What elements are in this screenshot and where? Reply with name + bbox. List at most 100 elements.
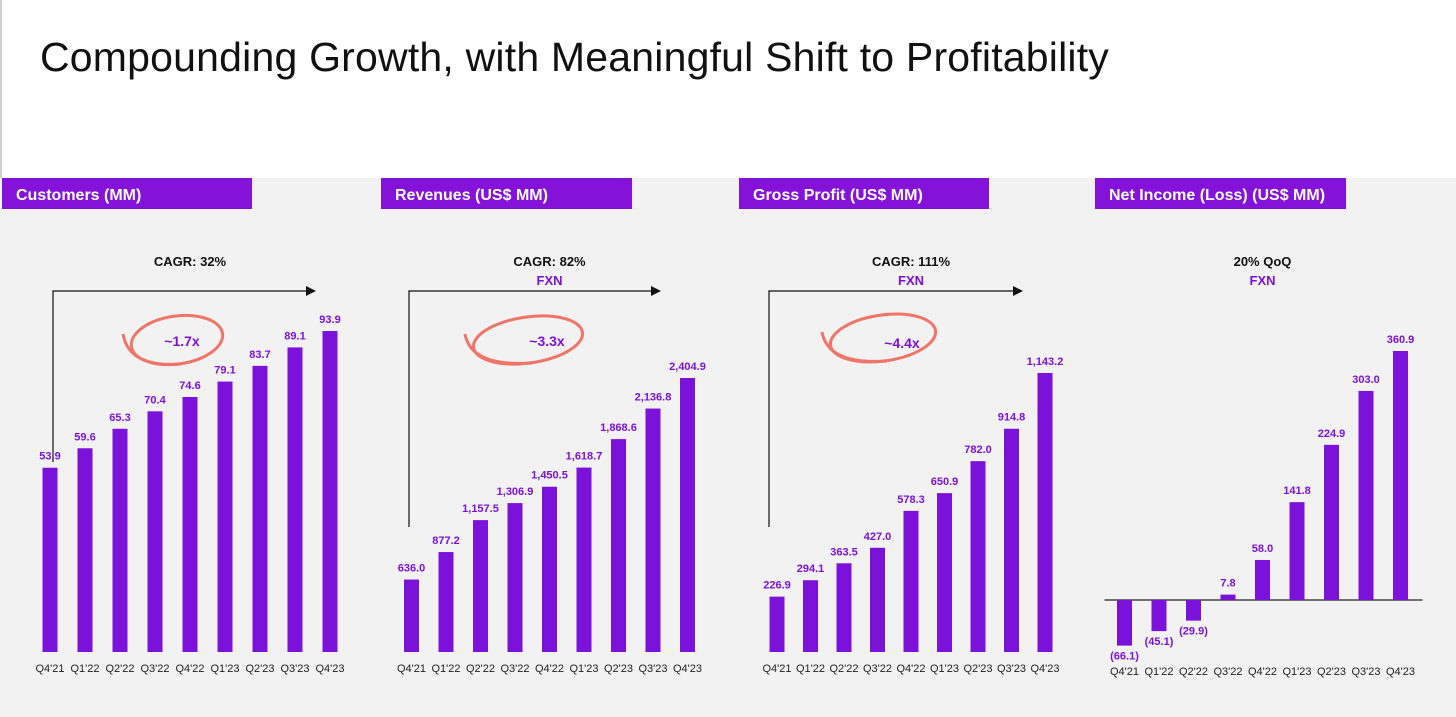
chart1-data-label: 59.6 <box>74 431 95 443</box>
charts-panel-background <box>0 178 1456 717</box>
chart3-category-label: Q1'22 <box>796 663 825 675</box>
chart2-bar <box>576 467 592 652</box>
chart1-category-label: Q3'23 <box>280 663 309 675</box>
chart1-growth-arrow-line <box>52 290 308 462</box>
chart4-bar <box>1220 594 1236 600</box>
chart4-data-label: 360.9 <box>1387 334 1415 346</box>
chart2-bar <box>645 408 661 652</box>
chart3-category-label: Q2'23 <box>963 663 992 675</box>
chart2-data-label: 877.2 <box>432 535 460 547</box>
chart2-growth-arrow-line <box>408 290 653 527</box>
chart2-callout-text: ~3.3x <box>529 333 565 349</box>
chart2-sub-annotation: FXN <box>537 273 563 288</box>
chart2-bar <box>611 439 626 652</box>
chart4-data-label: (29.9) <box>1179 626 1208 638</box>
chart1-data-label: 93.9 <box>319 314 340 326</box>
chart4-bar <box>1358 390 1374 600</box>
chart1-bar <box>42 467 58 652</box>
chart4-data-label: (66.1) <box>1110 651 1139 663</box>
chart4-bar <box>1117 600 1132 646</box>
chart4-data-label: 303.0 <box>1352 374 1380 386</box>
chart4-category-label: Q4'22 <box>1248 666 1277 678</box>
chart3-sub-annotation: FXN <box>898 273 924 288</box>
chart3-data-label: 782.0 <box>964 444 992 456</box>
chart4-bar <box>1186 600 1201 621</box>
chart4-header <box>1095 178 1346 209</box>
chart2-growth-arrow-head <box>651 286 661 296</box>
chart4-bar <box>1289 502 1305 600</box>
chart3-growth-arrow-head <box>1013 286 1023 296</box>
chart3-data-label: 427.0 <box>864 531 892 543</box>
chart1-title: Customers (MM) <box>16 187 141 204</box>
chart1-bar <box>217 381 233 652</box>
chart3-category-label: Q1'23 <box>930 663 959 675</box>
chart4-data-label: (45.1) <box>1145 636 1174 648</box>
chart3-data-label: 914.8 <box>998 412 1026 424</box>
chart3-data-label: 294.1 <box>797 563 825 575</box>
chart3-bar <box>870 547 885 652</box>
chart1-header <box>2 178 252 209</box>
chart2-category-label: Q2'22 <box>466 663 495 675</box>
chart3-category-label: Q3'22 <box>863 663 892 675</box>
chart4-annotation: 20% QoQ <box>1234 254 1292 269</box>
chart3-data-label: 226.9 <box>763 580 791 592</box>
chart2-category-label: Q1'23 <box>569 663 598 675</box>
chart3-bar <box>836 563 852 652</box>
chart1-callout-text: ~1.7x <box>164 333 200 349</box>
chart3-data-label: 578.3 <box>897 494 925 506</box>
chart2-category-label: Q4'21 <box>397 663 426 675</box>
chart3-data-label: 363.5 <box>830 546 858 558</box>
chart1-data-label: 89.1 <box>284 330 305 342</box>
chart2-bar <box>473 520 488 652</box>
chart2-category-label: Q3'23 <box>638 663 667 675</box>
chart2-category-label: Q4'23 <box>673 663 702 675</box>
chart1-data-label: 65.3 <box>109 412 130 424</box>
chart3-category-label: Q4'22 <box>896 663 925 675</box>
chart4-category-label: Q1'22 <box>1144 666 1173 678</box>
chart1-category-label: Q1'22 <box>70 663 99 675</box>
chart1-data-label: 83.7 <box>249 349 270 361</box>
chart3-category-label: Q4'21 <box>762 663 791 675</box>
chart2-bar <box>507 503 523 652</box>
chart2-callout-stroke <box>463 333 533 365</box>
chart3-bar <box>769 596 785 652</box>
chart2-data-label: 1,157.5 <box>462 503 499 515</box>
page-title: Compounding Growth, with Meaningful Shif… <box>40 34 1110 80</box>
chart1-bar <box>112 428 128 652</box>
chart2-data-label: 636.0 <box>398 563 426 575</box>
chart4-category-label: Q3'22 <box>1213 666 1242 678</box>
chart3-data-label: 650.9 <box>931 476 959 488</box>
chart3-growth-arrow-line <box>768 290 1015 527</box>
chart3-data-label: 1,143.2 <box>1027 356 1064 368</box>
chart4-sub-annotation: FXN <box>1250 273 1276 288</box>
chart3-bar <box>937 493 952 652</box>
chart4-data-label: 141.8 <box>1283 485 1311 497</box>
chart1-bar <box>252 365 268 652</box>
chart1-bar <box>182 396 198 652</box>
chart3-header <box>739 178 989 209</box>
chart1-data-label: 70.4 <box>144 394 166 406</box>
chart1-category-label: Q4'21 <box>35 663 64 675</box>
chart2-bar <box>680 378 695 652</box>
chart2-category-label: Q3'22 <box>500 663 529 675</box>
chart2-category-label: Q4'22 <box>535 663 564 675</box>
chart2-data-label: 1,450.5 <box>531 470 568 482</box>
chart1-growth-arrow-head <box>306 286 316 296</box>
chart3-bar <box>970 461 986 652</box>
chart2-bar <box>542 486 557 652</box>
chart3-category-label: Q4'23 <box>1030 663 1059 675</box>
chart1-category-label: Q3'22 <box>140 663 169 675</box>
chart3-bar <box>903 510 919 652</box>
chart2-category-label: Q2'23 <box>604 663 633 675</box>
chart1-category-label: Q4'22 <box>175 663 204 675</box>
chart1-bar <box>147 411 163 652</box>
chart3-bar <box>803 580 818 652</box>
chart4-data-label: 224.9 <box>1318 428 1346 440</box>
chart2-data-label: 2,404.9 <box>669 361 706 373</box>
chart3-annotation: CAGR: 111% <box>872 254 950 269</box>
chart2-bar <box>438 552 454 652</box>
chart4-bar <box>1151 600 1167 632</box>
chart1-annotation: CAGR: 32% <box>154 254 227 269</box>
chart4-category-label: Q4'21 <box>1110 666 1139 678</box>
